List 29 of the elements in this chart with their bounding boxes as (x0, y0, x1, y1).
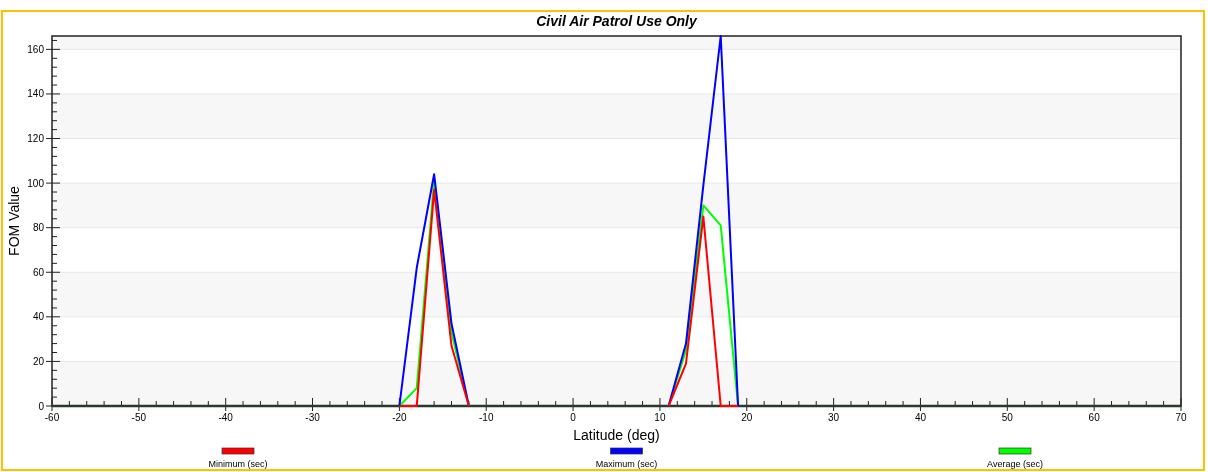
x-tick-label: -30 (305, 412, 321, 423)
y-tick-label: 120 (27, 133, 45, 145)
legend-label: Maximum (sec) (595, 459, 658, 469)
x-tick-label: 20 (741, 412, 753, 423)
y-tick-label: 40 (32, 311, 45, 323)
x-tick-label: 30 (828, 412, 840, 423)
legend-label: Minimum (sec) (208, 459, 268, 469)
x-axis-title: Latitude (deg) (573, 427, 660, 443)
x-tick-label: -50 (131, 412, 147, 423)
x-tick-label: 10 (654, 412, 666, 423)
y-tick-label: 100 (27, 177, 45, 189)
y-tick-label: 20 (32, 355, 45, 367)
x-tick-label: -60 (44, 412, 60, 423)
y-tick-label: 60 (32, 266, 45, 278)
x-tick-label: -20 (392, 412, 408, 423)
legend-label: Average (sec) (987, 459, 1043, 469)
chart-title: Civil Air Patrol Use Only (536, 13, 698, 29)
x-tick-label: 60 (1088, 412, 1101, 423)
y-axis-title: FOM Value (6, 185, 22, 256)
x-tick-label: -40 (218, 412, 234, 423)
y-tick-label: 0 (38, 400, 45, 412)
y-tick-label: 140 (27, 88, 45, 100)
x-tick-label: 50 (1001, 412, 1014, 423)
x-tick-label: -10 (479, 412, 494, 423)
x-tick-label: 0 (570, 412, 577, 423)
x-tick-label: 40 (914, 412, 927, 423)
y-tick-label: 80 (32, 222, 45, 234)
y-tick-label: 160 (27, 43, 45, 55)
x-tick-label: 70 (1175, 412, 1187, 423)
